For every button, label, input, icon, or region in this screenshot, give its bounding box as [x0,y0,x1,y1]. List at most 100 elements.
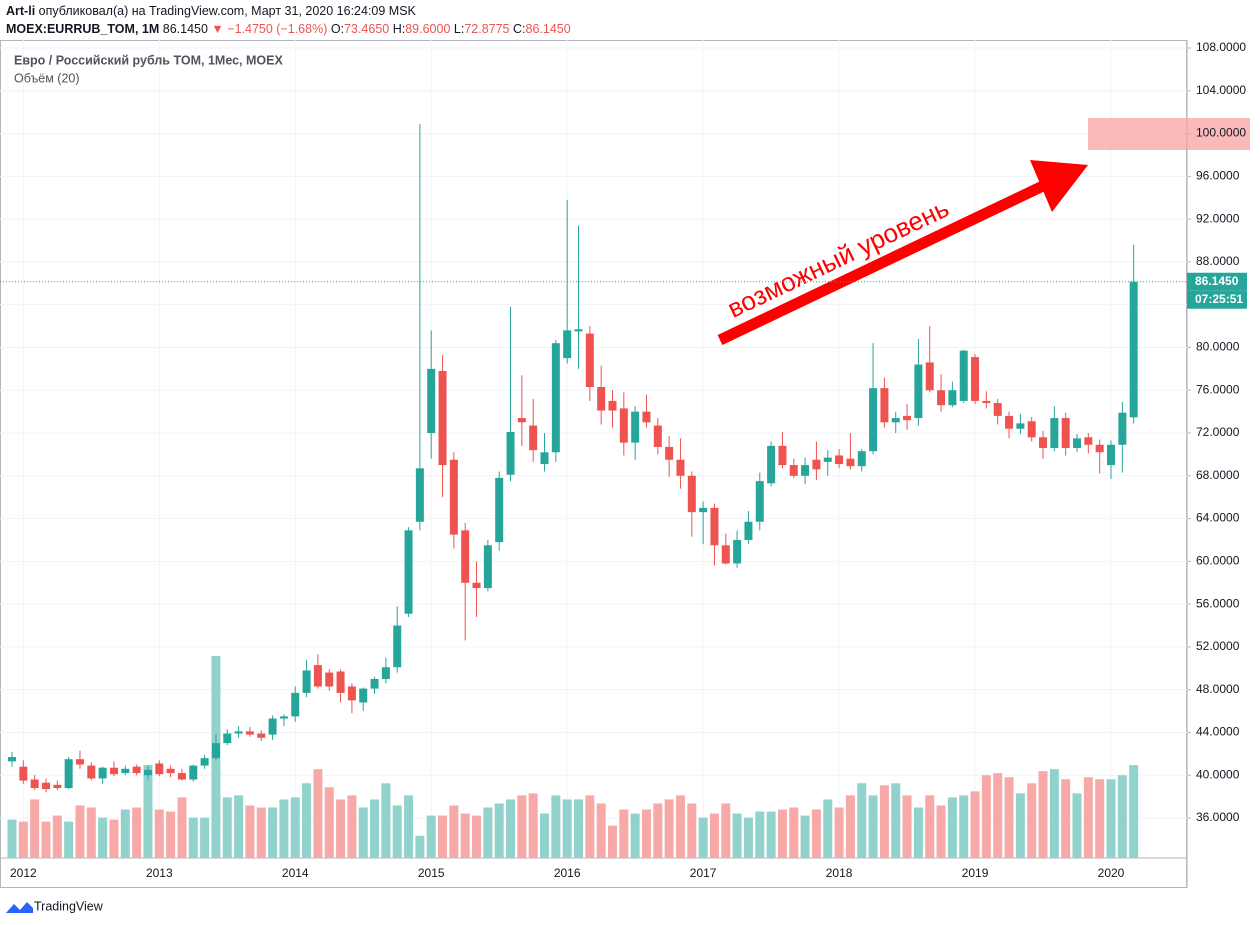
x-tick-label: 2016 [554,866,581,880]
volume-bar [449,805,459,858]
candle-body [1095,444,1104,453]
candle-body [846,458,855,467]
annotation: возможный уровень [723,193,954,324]
candle-body [540,452,549,465]
candle-body [959,350,968,401]
volume-bar [324,787,334,858]
volume-bar [936,805,946,858]
candle-body [982,400,991,404]
volume-bar [18,821,28,858]
volume-bar [755,811,765,858]
candle-body [812,459,821,470]
candle-body [801,465,810,476]
volume-bar [381,783,391,858]
volume-bar [483,807,493,858]
volume-bar [619,809,629,858]
candle-body [597,387,606,411]
x-tick-label: 2017 [690,866,717,880]
countdown: 07:25:51 [1195,292,1243,306]
l: 72.8775 [464,22,510,36]
volume-bar [630,813,640,858]
volume-bar [98,817,108,858]
candle-body [869,388,878,452]
volume-bar [347,795,357,858]
candle-body [1050,418,1059,448]
x-tick-label: 2015 [418,866,445,880]
volume-bar [302,783,312,858]
y-tick-label: 76.0000 [1196,382,1240,396]
volume-bar [562,799,572,858]
volume-bar [438,815,448,858]
volume-bar [981,775,991,858]
volume-bar [653,803,663,858]
candle-body [1084,437,1093,445]
quote-line: MOEX:EURRUB_TOM, 1M 86.1450 ▼ −1.4750 (−… [6,22,571,36]
candle-body [914,364,923,419]
volume-bar [120,809,130,858]
volume-bar [1038,771,1048,858]
candle-body [574,329,583,332]
volume-bar [86,807,96,858]
brand: TradingView [34,899,104,913]
volume-bar [1027,783,1037,858]
volume-bar [506,799,516,858]
volume-bar [200,817,210,858]
volume-bar [426,815,436,858]
volume-bar [313,769,323,858]
y-tick-label: 60.0000 [1196,554,1240,568]
candle-body [495,477,504,543]
candle-body [109,767,118,775]
candle-body [937,390,946,406]
candle-body [721,545,730,564]
volume-bar [517,795,527,858]
candles [8,123,1138,793]
y-tick-label: 64.0000 [1196,511,1240,525]
published: опубликовал(а) на TradingView.com, Март … [38,4,416,18]
volume-bar [494,803,504,858]
volume-bar [902,795,912,858]
candle-body [223,733,232,744]
candle-body [438,370,447,466]
last-price-box [1187,272,1247,291]
candle-body [336,671,345,693]
candle-body [517,418,526,423]
y-tick-label: 36.0000 [1196,810,1240,824]
volume-bar [392,805,402,858]
x-tick-label: 2020 [1098,866,1125,880]
volume-bar [925,795,935,858]
chart-subtitle: Объём (20) [14,71,80,85]
volume-bar [336,799,346,858]
chart-title: Евро / Российский рубль TOM, 1Мес, MOEX [14,53,283,67]
volume-bar [234,795,244,858]
volume-bar [1083,777,1093,858]
footer: TradingView [6,899,104,913]
candle-body [257,733,266,738]
candle-body [143,769,152,776]
volume-bar [1129,765,1139,858]
y-tick-label: 80.0000 [1196,340,1240,354]
volume-bar [1015,793,1025,858]
candle-body [585,333,594,388]
candle-body [177,773,186,780]
candle-body [551,343,560,453]
volume-bar [75,805,85,858]
candle-body [347,686,356,701]
volume-bar [641,809,651,858]
volume-bar [789,807,799,858]
candle-body [653,425,662,447]
candle-body [1016,423,1025,429]
c-label: C: [513,22,526,36]
volume-bar [268,807,278,858]
volume-bar [245,805,255,858]
candle-body [483,545,492,589]
c: 86.1450 [525,22,571,36]
volume-bar [868,795,878,858]
volume-bar [540,813,550,858]
volume-bar [279,799,289,858]
volume-bar [41,821,51,858]
candle-body [857,451,866,467]
volume-bar [415,835,425,858]
volume-bar [585,795,595,858]
volume-bar [777,809,787,858]
